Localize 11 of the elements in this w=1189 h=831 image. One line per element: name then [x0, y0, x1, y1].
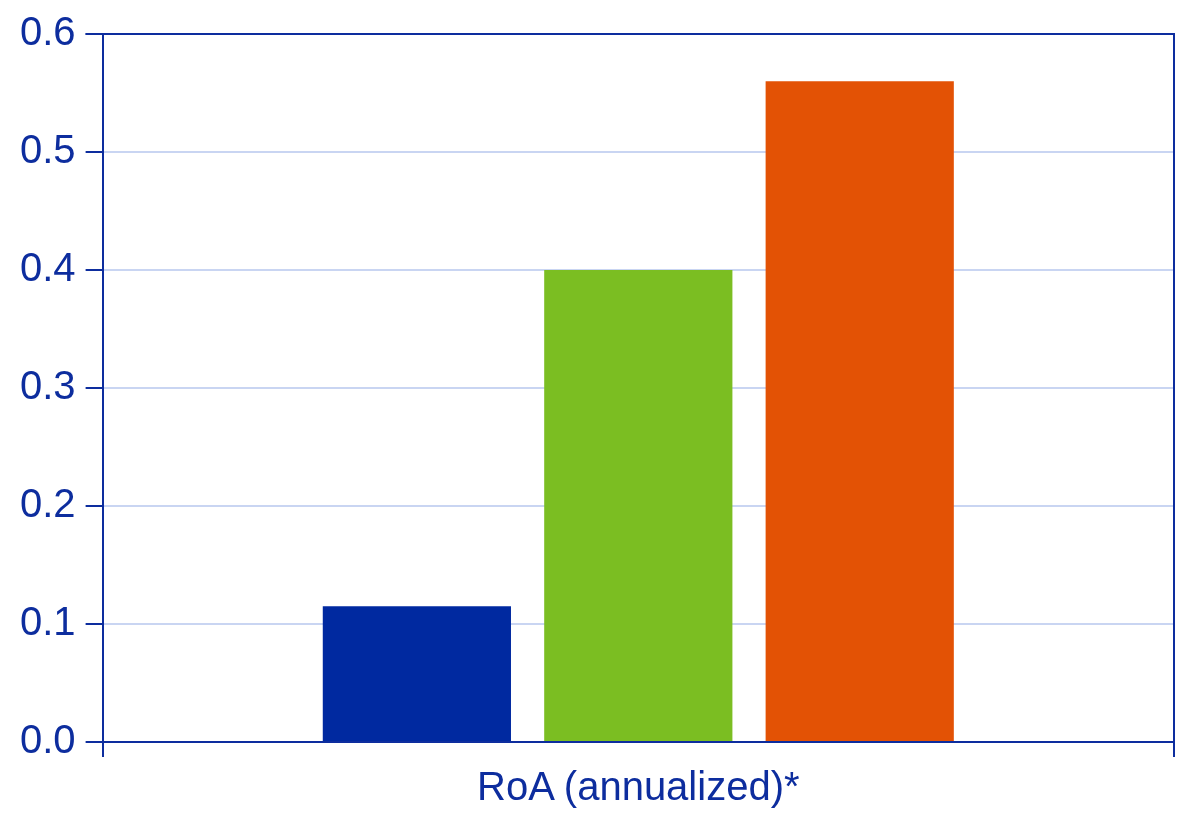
y-tick-label: 0.1	[20, 599, 76, 644]
x-tick-label: RoA (annualized)*	[477, 764, 800, 809]
y-tick-label: 0.5	[20, 127, 76, 172]
y-tick-label: 0.6	[20, 9, 76, 54]
y-tick-label: 0.0	[20, 717, 76, 762]
bar	[544, 270, 733, 741]
bar	[765, 81, 954, 741]
y-tick-label: 0.2	[20, 481, 76, 526]
bar	[322, 606, 511, 741]
y-tick-label: 0.4	[20, 245, 76, 290]
y-tick-label: 0.3	[20, 363, 76, 408]
